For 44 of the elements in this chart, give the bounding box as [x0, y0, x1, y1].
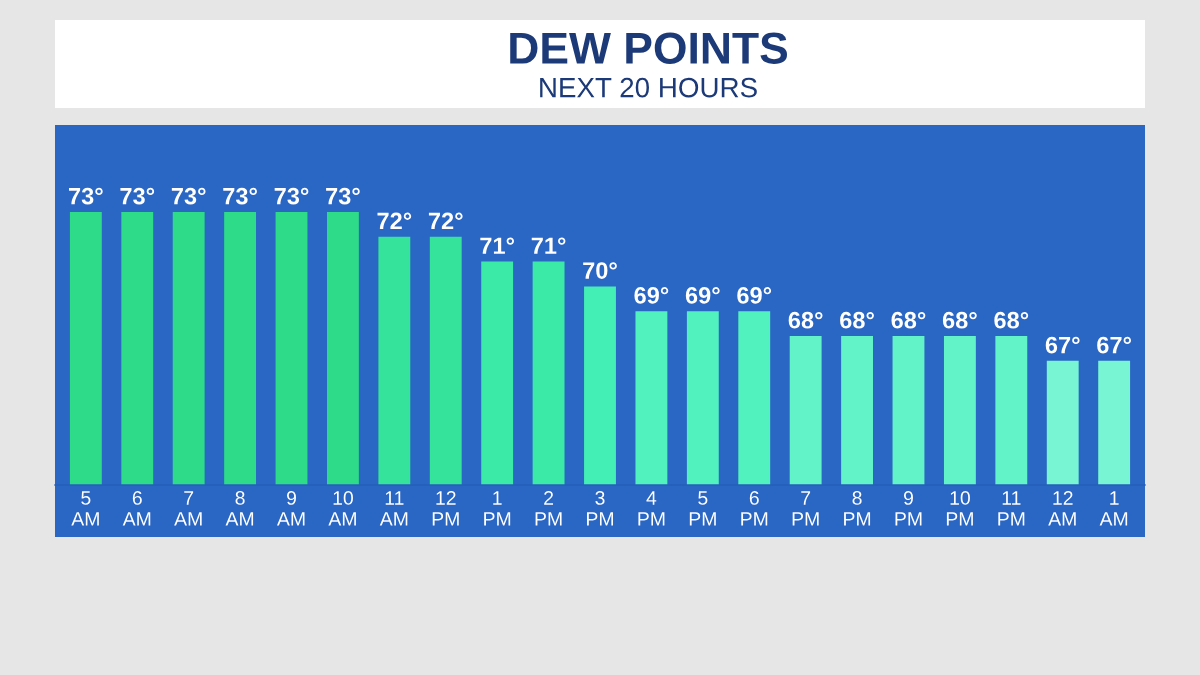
x-tick-label: 12 PM	[432, 491, 459, 526]
data-label: 72°	[428, 212, 463, 230]
x-tick-label: 3 PM	[587, 491, 613, 526]
data-label: 73°	[171, 187, 206, 205]
x-tick-label: 8 AM	[225, 491, 254, 526]
data-label: 70°	[583, 262, 617, 279]
data-label: 68°	[994, 311, 1029, 329]
chart-subtitle: NEXT 20 HOURS	[540, 77, 757, 98]
data-label: 69°	[685, 287, 720, 304]
x-tick-label: 10 AM	[328, 491, 356, 526]
x-tick-label: 1 AM	[1099, 491, 1128, 526]
x-tick-label: 2 PM	[535, 491, 562, 526]
data-label: 68°	[840, 311, 874, 329]
data-label: 73°	[69, 187, 103, 205]
data-label: 73°	[326, 187, 360, 205]
data-label: 68°	[891, 311, 926, 329]
data-label: 68°	[788, 311, 823, 329]
x-tick-label: 7 AM	[174, 491, 202, 526]
data-label: 73°	[120, 187, 155, 205]
data-label: 73°	[223, 187, 257, 205]
x-tick-label: 6 PM	[741, 491, 768, 526]
x-tick-label: 6 AM	[122, 491, 151, 526]
data-label: 72°	[377, 212, 412, 230]
data-label: 73°	[274, 187, 309, 205]
chart-title: DEW POINTS	[510, 32, 788, 64]
data-label: 67°	[1097, 336, 1131, 354]
x-tick-label: 11 PM	[998, 491, 1025, 526]
data-label: 69°	[737, 287, 772, 304]
x-tick-label: 9 PM	[895, 491, 922, 526]
x-tick-label: 5 PM	[689, 491, 716, 526]
x-tick-label: 4 PM	[638, 491, 665, 526]
x-tick-label: 7 PM	[792, 491, 819, 526]
data-label: 71°	[531, 237, 566, 254]
data-label: 68°	[942, 311, 977, 329]
x-tick-label: 12 AM	[1048, 491, 1076, 526]
data-label: 69°	[634, 287, 669, 304]
x-tick-label: 8 PM	[844, 491, 871, 526]
x-tick-label: 5 AM	[71, 491, 99, 526]
x-tick-label: 1 PM	[484, 491, 511, 526]
x-tick-label: 10 PM	[946, 491, 973, 526]
data-label: 71°	[480, 237, 515, 254]
data-label: 67°	[1045, 336, 1080, 354]
x-tick-label: 9 AM	[276, 491, 305, 526]
x-tick-label: 11 AM	[379, 491, 408, 526]
